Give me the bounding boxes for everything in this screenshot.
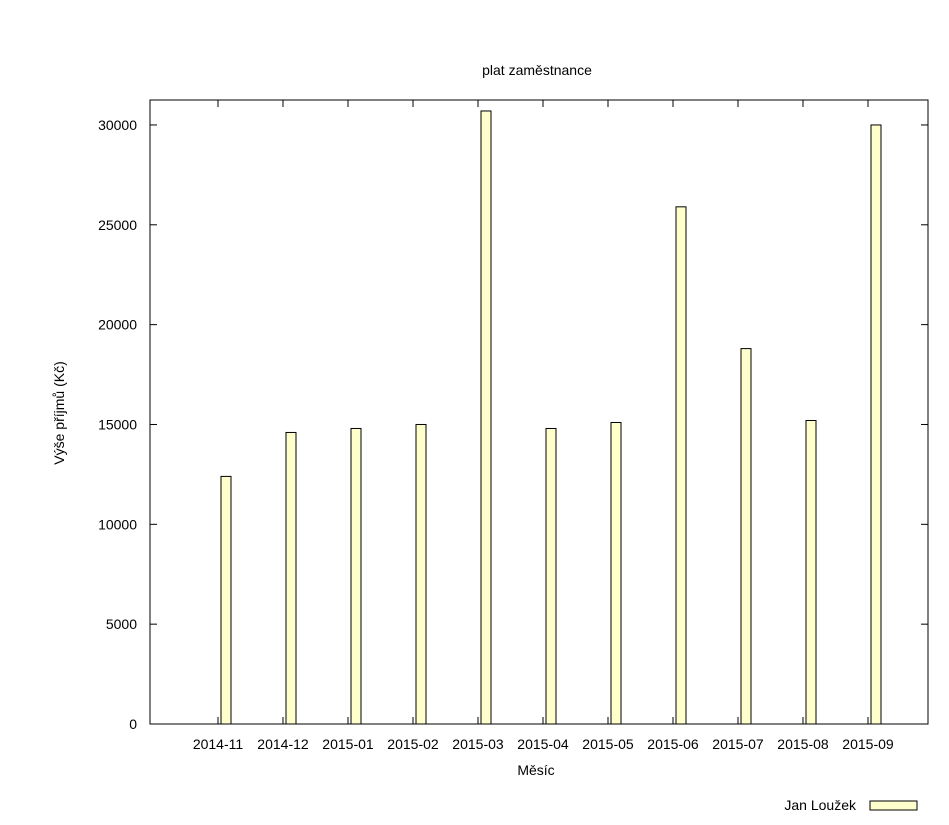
y-tick-label: 15000 <box>98 416 137 432</box>
x-tick-label: 2015-07 <box>712 736 764 752</box>
bar <box>220 475 232 725</box>
x-tick-label: 2015-03 <box>452 736 504 752</box>
y-tick-label: 0 <box>129 716 137 732</box>
x-tick-label: 2015-06 <box>647 736 699 752</box>
x-tick-label: 2015-04 <box>517 736 569 752</box>
x-axis-label: Měsíc <box>517 762 554 778</box>
bar <box>350 427 362 725</box>
x-tick-label: 2015-05 <box>582 736 634 752</box>
x-axis: 2014-11 2014-12 2015-01 2015-02 2015-03 2015-… <box>193 100 894 752</box>
legend-label: Jan Loužek <box>784 797 857 813</box>
bar <box>805 419 817 725</box>
bar <box>870 124 882 725</box>
x-tick-label: 2015-08 <box>777 736 829 752</box>
legend-swatch <box>869 800 918 811</box>
y-tick-label: 30000 <box>98 117 137 133</box>
x-tick-label: 2014-12 <box>257 736 309 752</box>
legend: Jan Loužek <box>784 797 918 813</box>
y-tick-label: 20000 <box>98 317 137 333</box>
bar <box>415 423 427 725</box>
plot-frame <box>149 99 929 725</box>
x-tick-label: 2015-09 <box>842 736 894 752</box>
x-tick-label: 2015-02 <box>387 736 439 752</box>
bar <box>545 427 557 725</box>
y-tick-label: 5000 <box>106 616 137 632</box>
x-tick-label: 2014-11 <box>193 736 244 752</box>
bar-series <box>220 110 882 725</box>
y-axis: 0 5000 10000 15000 20000 25000 30000 <box>98 117 928 732</box>
y-tick-label: 10000 <box>98 516 137 532</box>
bar <box>675 206 687 725</box>
y-tick-label: 25000 <box>98 217 137 233</box>
bar <box>480 110 492 725</box>
x-tick-label: 2015-01 <box>322 736 374 752</box>
y-axis-label: Výše příjmů (Kč) <box>51 361 67 464</box>
bar <box>610 421 622 725</box>
chart-title: plat zaměstnance <box>482 62 592 78</box>
bar <box>740 348 752 725</box>
bar <box>285 431 297 725</box>
